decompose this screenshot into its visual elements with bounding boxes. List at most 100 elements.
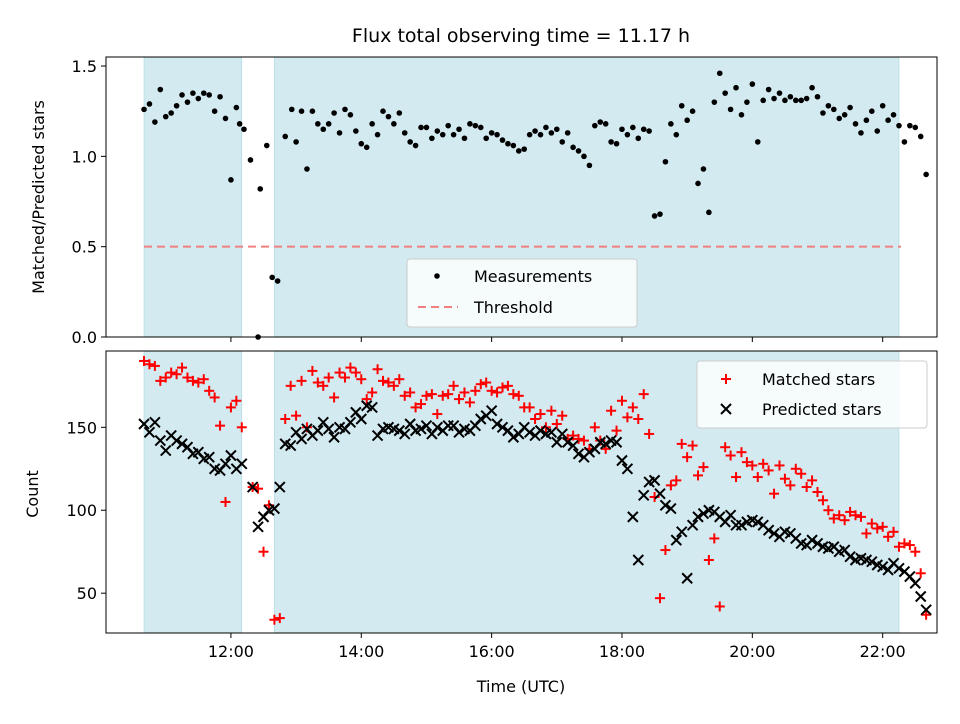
measurement-point xyxy=(467,121,473,127)
matched-star-point xyxy=(899,538,910,549)
measurement-point xyxy=(168,110,174,116)
measurement-point xyxy=(309,108,316,114)
matched-star-point xyxy=(600,443,611,454)
predicted-star-point xyxy=(627,511,639,523)
matched-star-point xyxy=(665,480,676,491)
measurement-point xyxy=(445,122,451,129)
matched-star-point xyxy=(823,505,834,516)
predicted-star-point xyxy=(876,560,889,573)
measurement-point xyxy=(733,84,739,91)
matched-star-point xyxy=(752,472,763,483)
predicted-star-point xyxy=(806,534,818,546)
matched-star-point xyxy=(910,546,921,557)
predicted-star-point xyxy=(844,550,856,563)
measurement-point xyxy=(798,97,805,104)
matched-star-point xyxy=(383,377,394,388)
matched-star-point xyxy=(291,410,302,421)
predicted-star-point xyxy=(143,426,156,438)
measurement-point xyxy=(499,137,506,143)
predicted-star-point xyxy=(284,439,297,452)
matched-star-point xyxy=(160,372,171,383)
matched-star-point xyxy=(323,372,334,383)
matched-star-point xyxy=(774,460,785,471)
matched-star-point xyxy=(741,457,752,468)
matched-star-point xyxy=(410,402,421,413)
matched-star-point xyxy=(872,523,883,534)
x-tick-label: 12:00 xyxy=(208,642,254,661)
matched-star-point xyxy=(693,470,704,481)
measurement-point xyxy=(505,140,511,147)
matched-star-point xyxy=(573,433,584,444)
measurement-point xyxy=(374,131,381,138)
measurement-point xyxy=(233,104,240,111)
measurement-point xyxy=(325,121,332,127)
predicted-star-point xyxy=(453,426,465,438)
legend-measurements-label: Measurements xyxy=(474,267,592,286)
matched-star-point xyxy=(622,412,633,423)
predicted-star-point xyxy=(268,502,281,515)
matched-star-point xyxy=(215,420,226,431)
predicted-star-point xyxy=(236,458,248,470)
predicted-star-point xyxy=(697,507,710,520)
measurement-point xyxy=(586,162,593,169)
measurement-point xyxy=(901,139,908,145)
measurement-point xyxy=(782,97,788,104)
measurement-point xyxy=(695,180,701,187)
predicted-star-point xyxy=(225,449,237,462)
matched-star-point xyxy=(394,374,405,385)
matched-star-point xyxy=(720,442,731,453)
matched-star-point xyxy=(763,465,774,476)
measurement-point xyxy=(630,124,636,131)
matched-star-point xyxy=(758,458,769,469)
y-tick-label: 150 xyxy=(66,418,97,437)
predicted-star-point xyxy=(246,481,259,493)
matched-star-point xyxy=(812,487,823,497)
matched-star-point xyxy=(312,377,323,388)
measurement-point xyxy=(592,122,598,129)
measurement-point xyxy=(418,124,424,131)
legend-predicted-label: Predicted stars xyxy=(762,400,882,419)
matched-star-point xyxy=(144,359,155,370)
matched-star-point xyxy=(481,377,492,388)
matched-star-point xyxy=(709,533,720,544)
matched-star-point xyxy=(166,367,177,378)
matched-star-point xyxy=(193,377,204,388)
matched-star-point xyxy=(220,496,231,507)
measurement-point xyxy=(874,128,881,134)
measurement-point xyxy=(532,128,538,134)
matched-star-point xyxy=(361,394,372,405)
measurement-point xyxy=(836,115,843,122)
predicted-star-point xyxy=(160,444,172,457)
matched-star-point xyxy=(508,389,519,400)
y-tick-label: 1.5 xyxy=(72,57,97,76)
measurement-point xyxy=(722,90,728,96)
measurement-point xyxy=(706,209,712,216)
measurement-point xyxy=(380,108,386,114)
matched-star-point xyxy=(497,382,508,393)
matched-star-point xyxy=(611,425,622,436)
matched-star-point xyxy=(671,475,682,486)
measurement-point xyxy=(711,99,718,105)
matched-star-point xyxy=(475,379,486,390)
measurement-point xyxy=(184,99,191,105)
matched-star-point xyxy=(785,480,796,491)
matched-star-point xyxy=(139,355,150,366)
predicted-star-point xyxy=(295,433,308,445)
measurement-point xyxy=(152,119,158,125)
measurement-point xyxy=(825,102,832,109)
predicted-star-point xyxy=(312,424,324,437)
predicted-star-point xyxy=(344,416,357,429)
measurement-point xyxy=(461,135,468,142)
predicted-star-point xyxy=(551,436,563,448)
measurement-point xyxy=(391,121,397,127)
x-tick-label: 16:00 xyxy=(469,642,515,661)
measurement-point xyxy=(206,92,212,98)
measurement-point xyxy=(678,102,685,109)
measurement-point xyxy=(684,117,690,124)
measurement-points xyxy=(141,70,929,340)
matched-star-point xyxy=(198,374,209,385)
measurement-point xyxy=(385,113,392,120)
measurement-point xyxy=(494,131,500,138)
shaded-interval xyxy=(143,350,243,634)
measurement-point xyxy=(320,126,327,133)
